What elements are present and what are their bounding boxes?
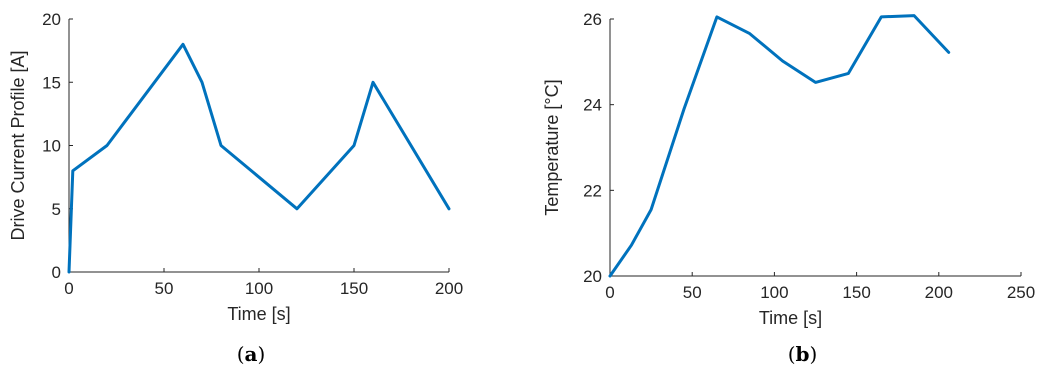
x-tick-label: 150 xyxy=(340,279,368,298)
panel-label-open: ( xyxy=(237,342,245,366)
y-tick-label: 15 xyxy=(42,73,61,92)
x-axis-label: Time [s] xyxy=(759,308,822,328)
y-tick-label: 10 xyxy=(42,137,61,156)
series-line xyxy=(608,14,951,278)
x-tick-label: 150 xyxy=(842,283,870,302)
chart-panel-a: 0 50 100 150 200 0 5 10 15 20 Time [s] Drive Curren… xyxy=(8,10,463,366)
x-tick-label: 50 xyxy=(683,283,702,302)
y-tick-label: 20 xyxy=(583,267,602,286)
x-axis-label: Time [s] xyxy=(227,304,290,324)
x-tick-label: 100 xyxy=(245,279,273,298)
x-tick-label: 200 xyxy=(925,283,953,302)
x-tick-label: 200 xyxy=(435,279,463,298)
x-tick-label: 50 xyxy=(155,279,174,298)
x-tick-label: 0 xyxy=(64,279,73,298)
series-line xyxy=(67,42,451,274)
y-tick-label: 24 xyxy=(583,96,602,115)
x-tick-label: 100 xyxy=(760,283,788,302)
y-axis-label: Temperature [°C] xyxy=(542,79,562,215)
y-tick-label: 22 xyxy=(583,181,602,200)
x-tick-label: 250 xyxy=(1007,283,1035,302)
chart-panel-b: 0 50 100 150 200 250 20 22 24 26 Time [s] Temperatu… xyxy=(542,10,1035,366)
panel-label-close: ) xyxy=(257,342,265,366)
y-tick-label: 5 xyxy=(52,200,61,219)
y-tick-label: 0 xyxy=(52,263,61,282)
panel-label: (a) xyxy=(237,342,266,366)
panel-label-close: ) xyxy=(809,342,817,366)
panel-label: (b) xyxy=(788,342,818,366)
x-tick-label: 0 xyxy=(605,283,614,302)
panel-label-letter: a xyxy=(245,342,258,366)
panel-label-open: ( xyxy=(788,342,796,366)
y-axis-label: Drive Current Profile [A] xyxy=(8,50,28,240)
panel-label-letter: b xyxy=(796,342,810,366)
y-tick-label: 20 xyxy=(42,10,61,29)
y-tick-label: 26 xyxy=(583,10,602,29)
